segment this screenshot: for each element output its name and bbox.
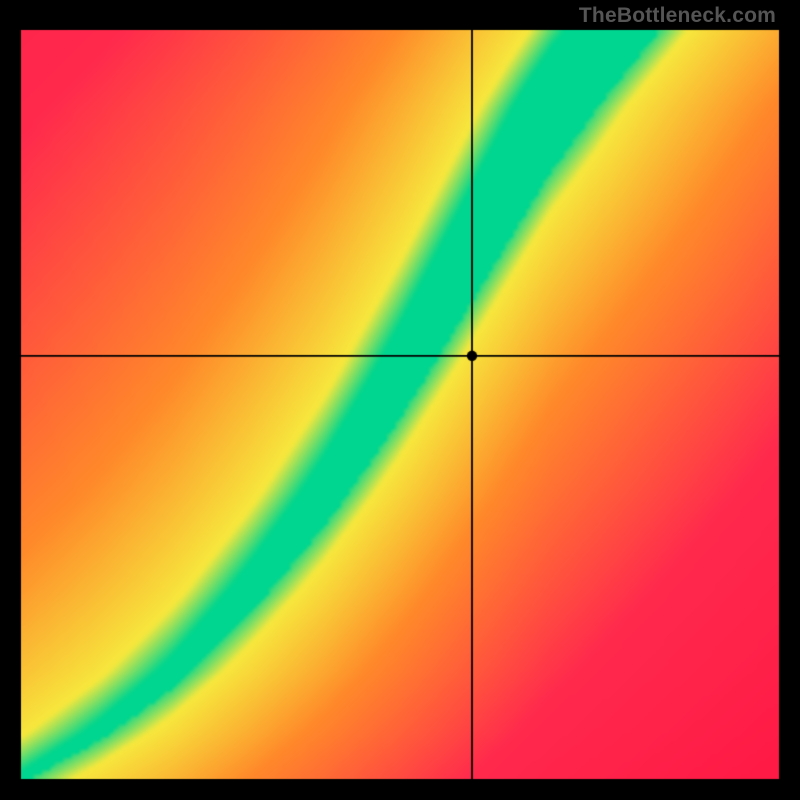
bottleneck-heatmap xyxy=(0,0,800,800)
chart-container: TheBottleneck.com xyxy=(0,0,800,800)
watermark-text: TheBottleneck.com xyxy=(579,4,776,28)
